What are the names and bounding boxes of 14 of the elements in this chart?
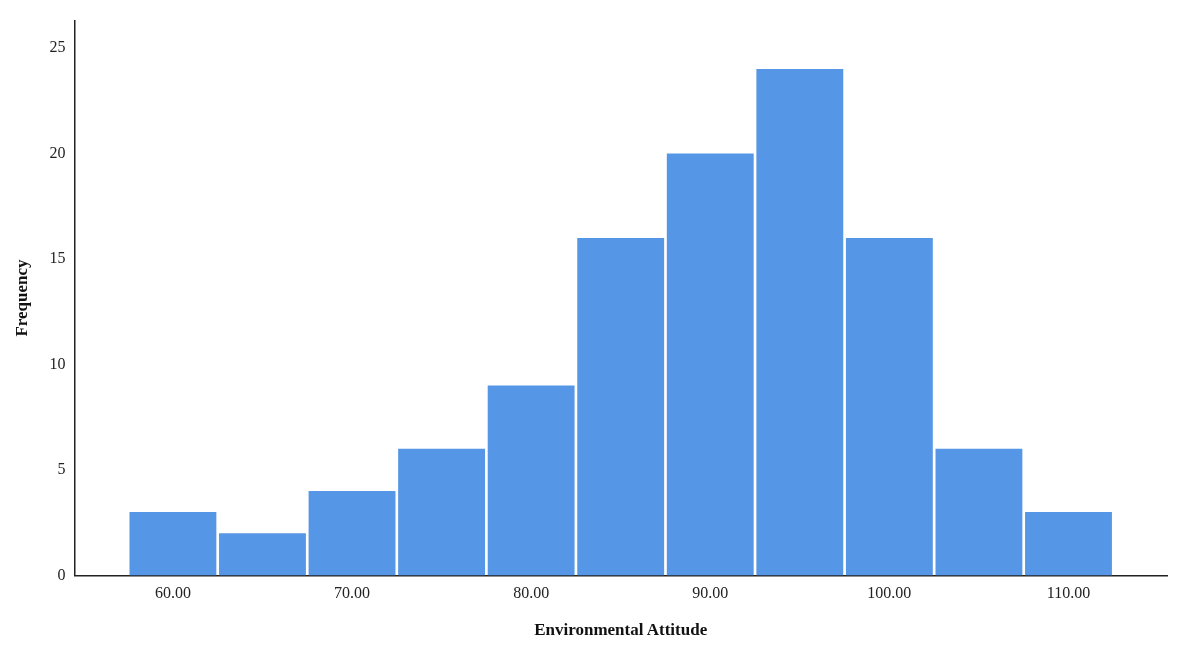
x-tick-label: 100.00	[867, 584, 912, 602]
y-tick-label: 20	[49, 143, 66, 161]
y-tick-label: 5	[57, 460, 66, 478]
y-tick-label: 10	[49, 354, 66, 372]
x-axis-title: Environmental Attitude	[534, 620, 708, 640]
y-tick-label: 0	[57, 565, 66, 583]
x-tick-label: 70.00	[334, 584, 371, 602]
x-tick-label: 60.00	[154, 584, 191, 602]
y-tick-label: 15	[49, 249, 66, 267]
x-tick-label: 110.00	[1046, 584, 1091, 602]
y-axis-title: Frequency	[11, 258, 31, 337]
y-tick-label: 25	[49, 38, 66, 56]
x-tick-label: 90.00	[692, 584, 729, 602]
x-tick-label: 80.00	[513, 584, 550, 602]
